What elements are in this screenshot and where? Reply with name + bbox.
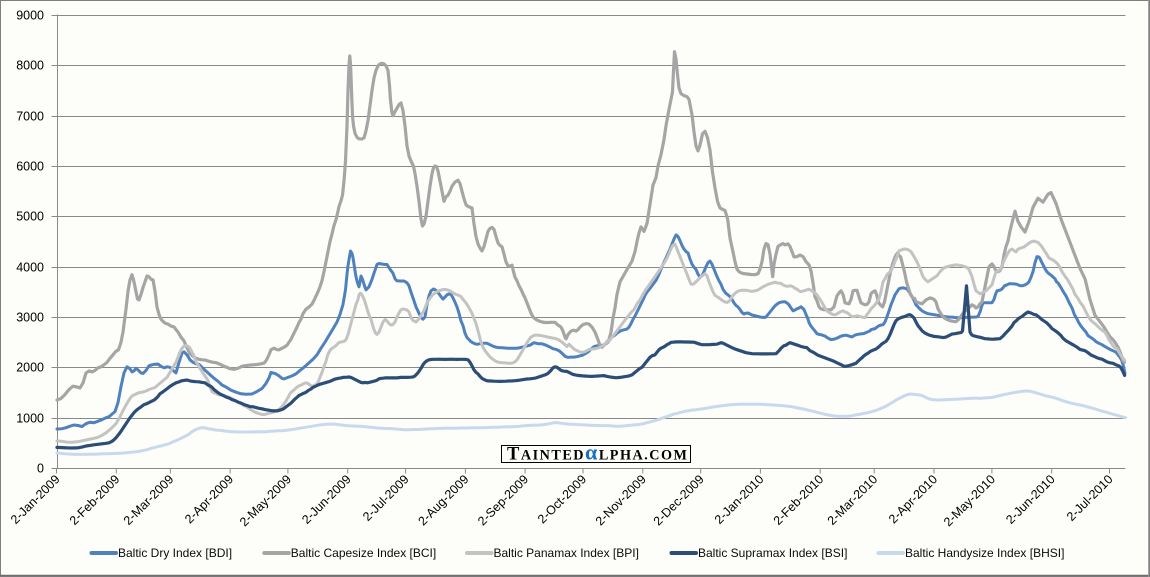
svg-text:3000: 3000 — [16, 311, 44, 325]
svg-text:4000: 4000 — [16, 261, 44, 275]
svg-text:0: 0 — [37, 462, 44, 476]
svg-text:Baltic Dry Index [BDI]: Baltic Dry Index [BDI] — [118, 546, 232, 560]
svg-text:Baltic Capesize Index [BCI]: Baltic Capesize Index [BCI] — [291, 546, 436, 560]
svg-text:Baltic Handysize Index [BHSI]: Baltic Handysize Index [BHSI] — [905, 546, 1064, 560]
svg-text:1000: 1000 — [16, 412, 44, 426]
svg-text:6000: 6000 — [16, 160, 44, 174]
svg-text:Baltic Supramax Index [BSI]: Baltic Supramax Index [BSI] — [698, 546, 847, 560]
svg-text:8000: 8000 — [16, 59, 44, 73]
svg-text:2000: 2000 — [16, 361, 44, 375]
svg-text:Baltic Panamax Index [BPI]: Baltic Panamax Index [BPI] — [494, 546, 639, 560]
svg-text:5000: 5000 — [16, 210, 44, 224]
svg-text:9000: 9000 — [16, 9, 44, 23]
svg-text:7000: 7000 — [16, 110, 44, 124]
